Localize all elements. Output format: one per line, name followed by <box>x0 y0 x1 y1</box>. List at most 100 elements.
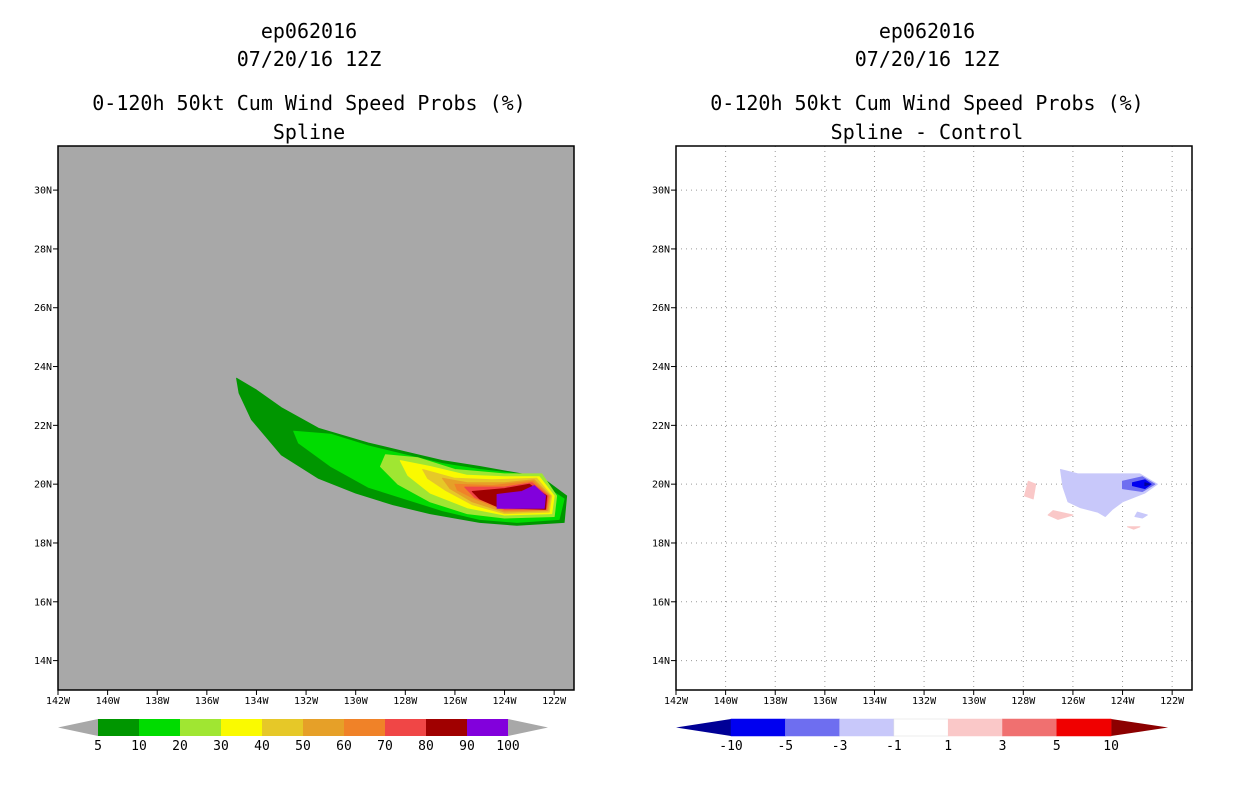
left-colorbar-end-low <box>58 719 98 736</box>
left-colorbar-swatch-0 <box>98 719 139 736</box>
right-y-ticks: 30N 28N 26N 24N 22N 20N 18N 16N 14N <box>652 186 676 667</box>
right-plot-background <box>676 146 1192 690</box>
right-x-tick-label-4: 134W <box>862 696 887 707</box>
right-colorbar-label-4: 1 <box>944 739 952 754</box>
left-contour-9 <box>496 485 546 509</box>
right-plot-frame <box>675 145 1193 691</box>
right-x-tick-label-9: 124W <box>1110 696 1135 707</box>
right-x-tick-label-0: 142W <box>664 696 689 707</box>
left-plot-frame <box>57 145 575 691</box>
left-y-tick-label-2: 26N <box>34 303 52 314</box>
right-y-tick-label-2: 26N <box>652 303 670 314</box>
right-y-tick-label-7: 16N <box>652 597 670 608</box>
right-contours <box>1024 469 1158 530</box>
right-colorbar-swatch-3 <box>893 718 949 737</box>
left-colorbar-label-2: 20 <box>172 739 188 754</box>
left-x-tick-label-1: 140W <box>96 696 121 707</box>
left-colorbar-label-8: 80 <box>418 739 434 754</box>
left-colorbar-label-6: 60 <box>336 739 352 754</box>
left-y-tick-label-8: 14N <box>34 656 52 667</box>
right-colorbar-label-6: 5 <box>1053 739 1061 754</box>
right-colorbar-swatch-0 <box>730 718 786 737</box>
left-y-tick-label-1: 28N <box>34 244 52 255</box>
left-y-tick-label-6: 18N <box>34 538 52 549</box>
right-colorbar: -10 -5 -3 -1 1 3 5 10 <box>676 718 1169 754</box>
right-colorbar-swatch-2 <box>839 718 895 737</box>
left-colorbar-label-7: 70 <box>377 739 393 754</box>
left-colorbar: 5 10 20 30 40 50 60 70 80 90 100 <box>58 719 548 754</box>
left-colorbar-label-9: 90 <box>459 739 475 754</box>
left-title-storm: ep062016 <box>261 19 357 43</box>
left-colorbar-swatch-7 <box>385 719 426 736</box>
left-colorbar-swatch-2 <box>180 719 221 736</box>
left-x-tick-label-3: 136W <box>195 696 220 707</box>
left-y-tick-label-4: 22N <box>34 421 52 432</box>
right-x-tick-label-3: 136W <box>813 696 838 707</box>
left-colorbar-swatch-3 <box>221 719 262 736</box>
left-colorbar-label-10: 100 <box>496 739 519 754</box>
left-y-tick-label-0: 30N <box>34 186 52 197</box>
left-contours <box>236 377 568 526</box>
right-y-tick-label-1: 28N <box>652 244 670 255</box>
left-colorbar-label-5: 50 <box>295 739 311 754</box>
right-title-date: 07/20/16 12Z <box>855 47 1000 71</box>
right-colorbar-swatch-5 <box>1002 718 1058 737</box>
right-colorbar-swatch-6 <box>1056 718 1112 737</box>
right-contour-3 <box>1132 479 1152 490</box>
left-colorbar-label-4: 40 <box>254 739 270 754</box>
left-x-tick-label-4: 134W <box>244 696 269 707</box>
left-colorbar-label-1: 10 <box>131 739 147 754</box>
right-colorbar-swatch-1 <box>785 718 840 737</box>
left-x-ticks: 142W 140W 138W 136W 134W 132W 130W 128W 126W 124W… <box>46 690 567 707</box>
right-title-field: 0-120h 50kt Cum Wind Speed Probs (%) <box>710 91 1143 115</box>
left-panel: ep062016 07/20/16 12Z 0-120h 50kt Cum Wi… <box>34 19 575 754</box>
left-colorbar-swatch-6 <box>344 719 385 736</box>
left-colorbar-label-0: 5 <box>94 739 102 754</box>
left-title-date: 07/20/16 12Z <box>237 47 382 71</box>
right-y-tick-label-8: 14N <box>652 656 670 667</box>
right-colorbar-label-3: -1 <box>886 739 902 754</box>
right-x-tick-label-7: 128W <box>1011 696 1036 707</box>
right-contour-1 <box>1134 511 1148 519</box>
right-colorbar-label-0: -10 <box>719 739 742 754</box>
right-x-tick-label-2: 138W <box>763 696 788 707</box>
right-colorbar-label-7: 10 <box>1103 739 1119 754</box>
left-x-tick-label-10: 122W <box>542 696 567 707</box>
right-colorbar-label-1: -5 <box>777 739 793 754</box>
right-x-tick-label-8: 126W <box>1061 696 1086 707</box>
right-x-tick-label-6: 130W <box>962 696 987 707</box>
left-colorbar-swatch-4 <box>262 719 303 736</box>
right-y-tick-label-5: 20N <box>652 480 670 491</box>
right-y-tick-label-3: 24N <box>652 362 670 373</box>
right-colorbar-end-high <box>1111 719 1169 736</box>
right-y-tick-label-0: 30N <box>652 186 670 197</box>
right-panel: ep062016 07/20/16 12Z 0-120h 50kt Cum Wi… <box>652 19 1193 754</box>
right-colorbar-label-5: 3 <box>999 739 1007 754</box>
left-x-tick-label-9: 124W <box>492 696 517 707</box>
left-plot-background <box>58 146 574 690</box>
right-title-method: Spline - Control <box>831 120 1024 144</box>
left-colorbar-swatch-8 <box>426 719 467 736</box>
left-title-field: 0-120h 50kt Cum Wind Speed Probs (%) <box>92 91 525 115</box>
left-x-tick-label-2: 138W <box>145 696 170 707</box>
left-title-method: Spline <box>273 120 345 144</box>
right-y-tick-label-6: 18N <box>652 538 670 549</box>
right-x-ticks: 142W 140W 138W 136W 134W 132W 130W 128W 126W 124W… <box>664 690 1185 707</box>
left-x-tick-label-8: 126W <box>443 696 468 707</box>
right-contour-6 <box>1047 510 1074 520</box>
right-colorbar-end-low <box>676 719 731 736</box>
left-y-tick-label-5: 20N <box>34 480 52 491</box>
left-y-tick-label-7: 16N <box>34 597 52 608</box>
right-colorbar-swatch-4 <box>947 718 1003 737</box>
left-colorbar-label-3: 30 <box>213 739 229 754</box>
right-contour-4 <box>1144 482 1151 487</box>
left-x-tick-label-6: 130W <box>344 696 369 707</box>
right-y-tick-label-4: 22N <box>652 421 670 432</box>
left-colorbar-swatch-9 <box>467 719 508 736</box>
left-colorbar-swatch-1 <box>139 719 180 736</box>
right-contour-7 <box>1127 526 1141 530</box>
left-x-tick-label-5: 132W <box>294 696 319 707</box>
right-x-tick-label-5: 132W <box>912 696 937 707</box>
left-colorbar-end-high <box>508 719 548 736</box>
